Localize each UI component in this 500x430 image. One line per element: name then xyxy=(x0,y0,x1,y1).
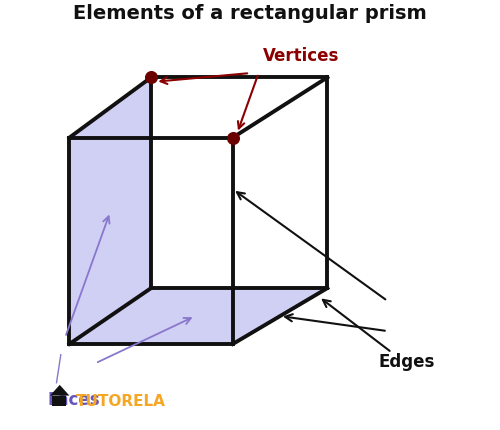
Polygon shape xyxy=(70,288,328,344)
Text: Faces: Faces xyxy=(48,391,100,409)
Bar xyxy=(52,396,66,406)
Text: Elements of a rectangular prism: Elements of a rectangular prism xyxy=(73,4,427,23)
Point xyxy=(229,134,237,141)
Point xyxy=(147,74,155,81)
Text: Edges: Edges xyxy=(379,353,436,371)
Polygon shape xyxy=(50,385,70,396)
Text: Vertices: Vertices xyxy=(263,47,340,65)
Polygon shape xyxy=(70,77,151,344)
Text: TUTORELA: TUTORELA xyxy=(76,394,166,408)
